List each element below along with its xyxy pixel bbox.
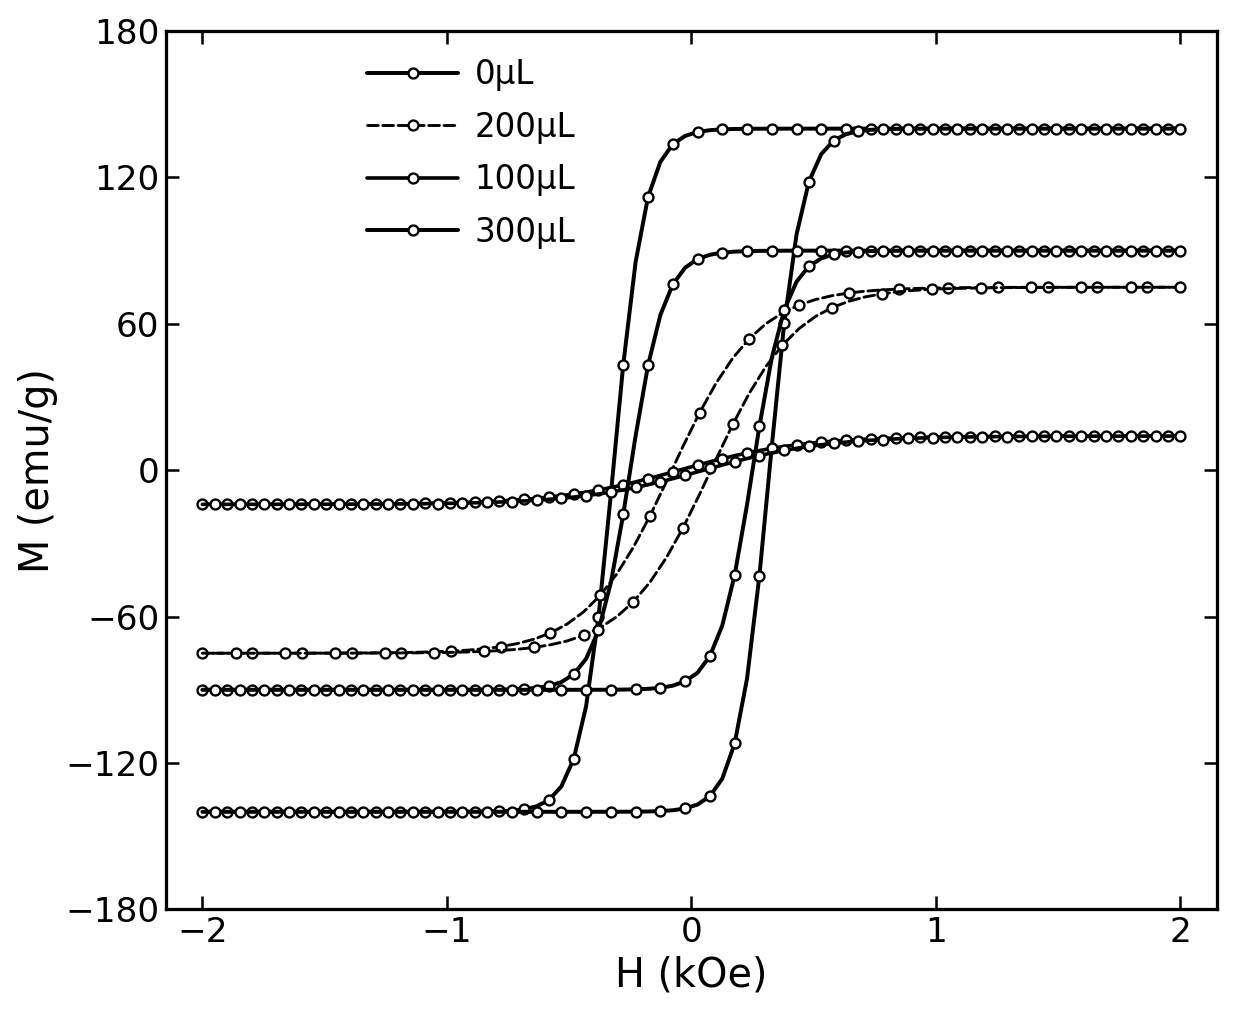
Legend: 0μL, 200μL, 100μL, 300μL: 0μL, 200μL, 100μL, 300μL: [361, 52, 582, 256]
X-axis label: H (kOe): H (kOe): [615, 956, 767, 996]
Y-axis label: M (emu/g): M (emu/g): [19, 368, 58, 573]
